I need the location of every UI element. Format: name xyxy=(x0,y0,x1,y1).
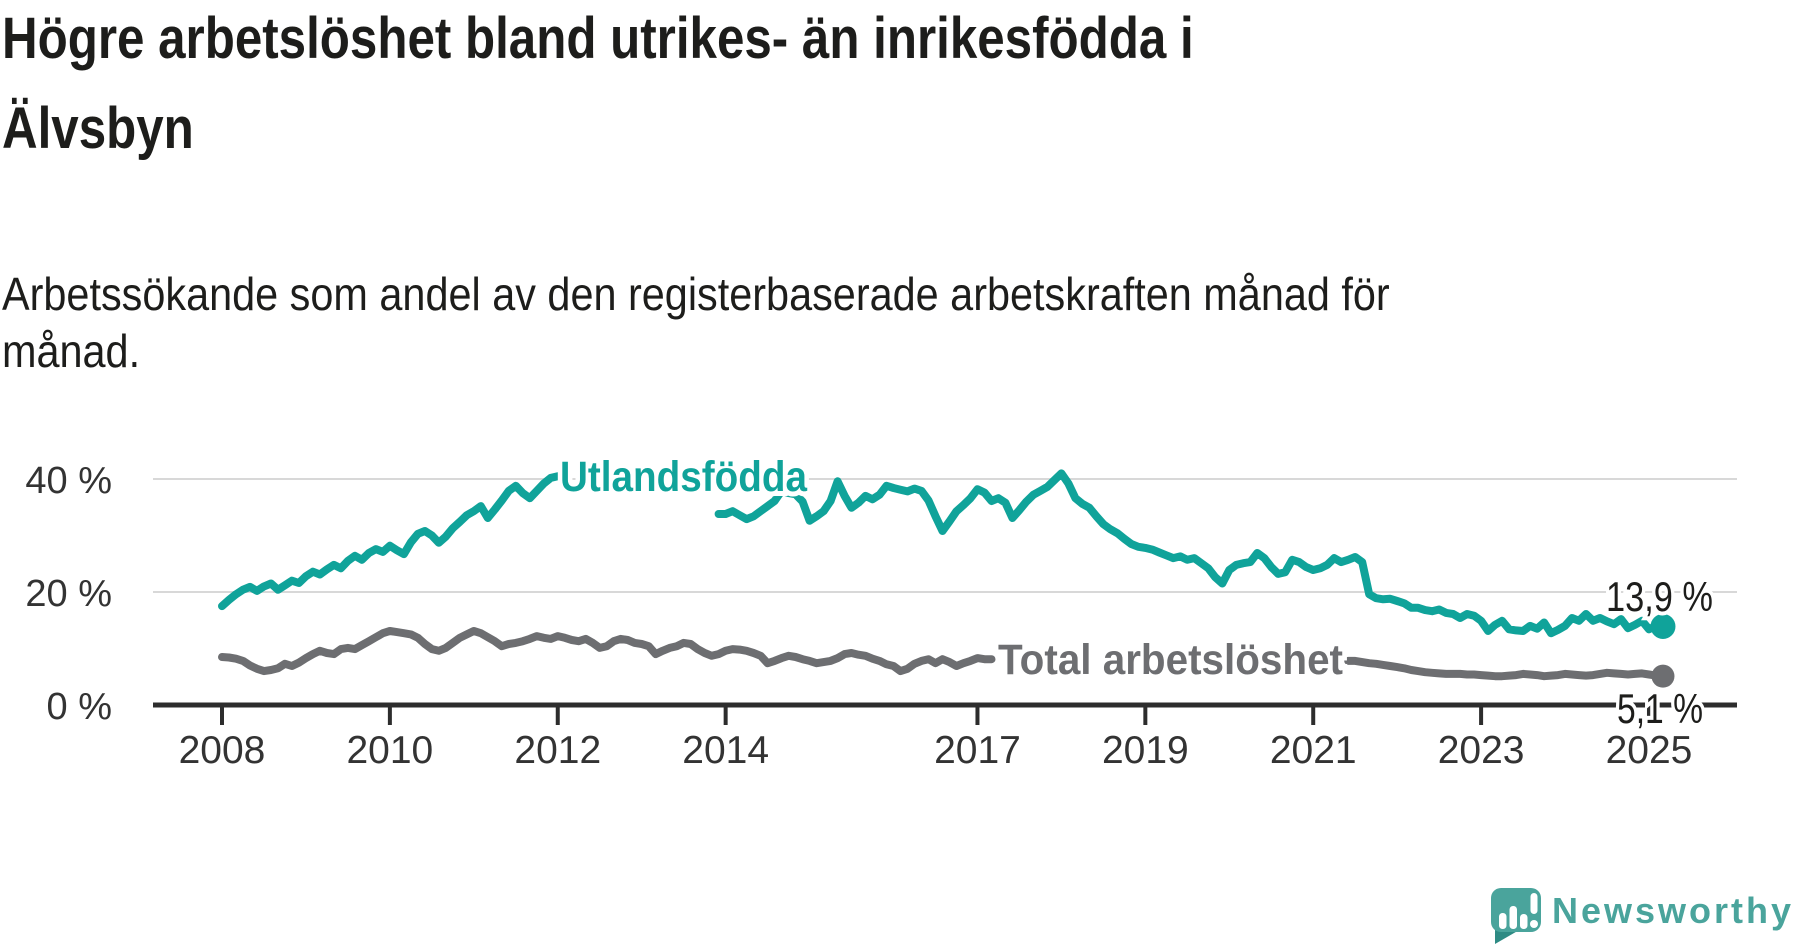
logo-exclamation-bar-icon xyxy=(1530,893,1538,914)
page-subtitle: Arbetssökande som andel av den registerb… xyxy=(2,266,1390,380)
x-tick-label-2012: 2012 xyxy=(514,729,601,772)
page-title: Högre arbetslöshet bland utrikes- än inr… xyxy=(2,0,1194,174)
x-tick-label-2008: 2008 xyxy=(179,729,266,772)
series-line-total-seg1 xyxy=(218,627,996,676)
page-title-line-2: Älvsbyn xyxy=(2,96,194,161)
logo-exclamation-dot-icon xyxy=(1530,920,1538,928)
series-end-dot-utlandsfodda xyxy=(1650,613,1676,639)
x-tick-label-2025: 2025 xyxy=(1606,729,1693,772)
series-end-dot-total xyxy=(1651,664,1675,688)
x-tick-label-2017: 2017 xyxy=(934,729,1021,772)
x-tick-label-2021: 2021 xyxy=(1270,729,1357,772)
series-line-utlandsfodda-seg2 xyxy=(714,469,1667,638)
series-label-utlandsfodda: Utlandsfödda xyxy=(560,453,808,501)
newsworthy-logo-text: Newsworthy xyxy=(1552,890,1795,931)
page-subtitle-line-1: Arbetssökande som andel av den registerb… xyxy=(2,268,1390,320)
series-label-total: Total arbetslöshet xyxy=(998,636,1343,684)
x-tick-label-2019: 2019 xyxy=(1102,729,1189,772)
x-tick-label-2023: 2023 xyxy=(1438,729,1525,772)
logo-bar-1-icon xyxy=(1499,913,1507,929)
end-value-label-total: 5,1 % xyxy=(1617,685,1703,732)
logo-bar-3-icon xyxy=(1520,914,1528,929)
y-tick-label-20: 20 % xyxy=(25,573,112,615)
series-line-total-seg2 xyxy=(1344,656,1667,681)
x-tick-label-2010: 2010 xyxy=(346,729,433,772)
end-value-label-utlandsfodda: 13,9 % xyxy=(1606,573,1713,620)
logo-bar-2-icon xyxy=(1509,906,1517,929)
y-tick-label-0: 0 % xyxy=(47,686,112,728)
x-tick-label-2014: 2014 xyxy=(682,729,769,772)
page-subtitle-line-2: månad. xyxy=(2,325,141,377)
page-title-line-1: Högre arbetslöshet bland utrikes- än inr… xyxy=(2,6,1194,71)
series-line-utlandsfodda-seg1 xyxy=(218,472,562,611)
y-tick-label-40: 40 % xyxy=(25,460,112,502)
